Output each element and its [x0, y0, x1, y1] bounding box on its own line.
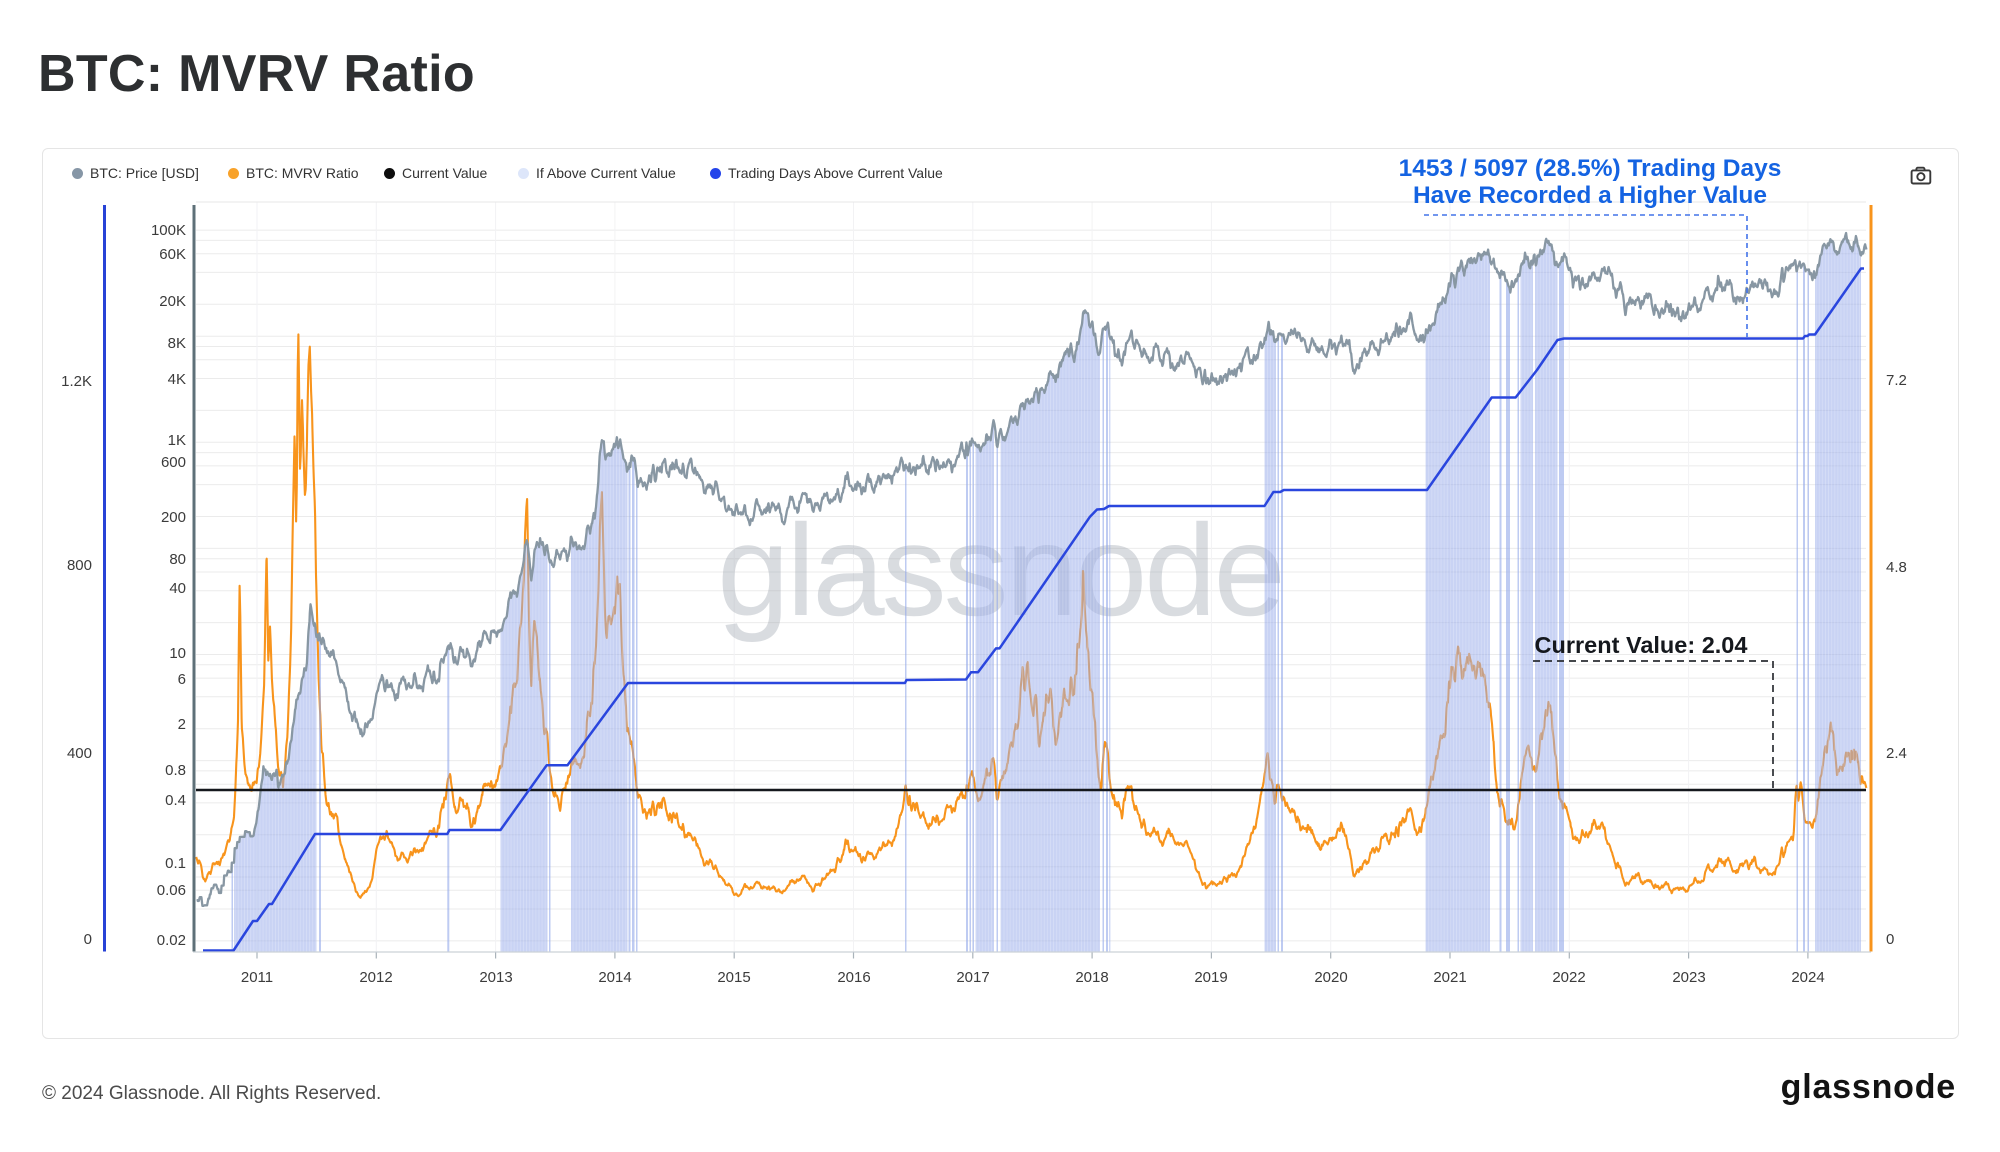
- svg-text:2022: 2022: [1552, 969, 1585, 986]
- svg-text:800: 800: [67, 557, 92, 574]
- svg-text:7.2: 7.2: [1886, 372, 1907, 389]
- svg-text:2011: 2011: [241, 969, 273, 986]
- svg-text:0.8: 0.8: [165, 762, 186, 779]
- svg-text:10: 10: [169, 645, 186, 662]
- svg-text:2016: 2016: [837, 969, 870, 986]
- svg-text:20K: 20K: [159, 293, 186, 310]
- svg-text:2019: 2019: [1194, 969, 1227, 986]
- svg-text:200: 200: [161, 509, 186, 526]
- svg-text:2021: 2021: [1433, 969, 1466, 986]
- svg-text:2: 2: [178, 716, 186, 733]
- svg-text:0.02: 0.02: [157, 932, 186, 949]
- svg-text:100K: 100K: [151, 222, 186, 239]
- svg-text:0.4: 0.4: [165, 792, 186, 809]
- svg-text:1.2K: 1.2K: [61, 373, 92, 390]
- svg-text:2.4: 2.4: [1886, 745, 1907, 762]
- svg-text:2018: 2018: [1075, 969, 1108, 986]
- svg-text:4.8: 4.8: [1886, 559, 1907, 576]
- svg-text:Current Value: 2.04: Current Value: 2.04: [1535, 632, 1748, 658]
- svg-text:8K: 8K: [168, 335, 186, 352]
- svg-text:2013: 2013: [479, 969, 512, 986]
- svg-text:40: 40: [169, 580, 186, 597]
- svg-text:80: 80: [169, 551, 186, 568]
- svg-text:2014: 2014: [598, 969, 631, 986]
- svg-text:0: 0: [1886, 931, 1894, 948]
- svg-text:2015: 2015: [717, 969, 750, 986]
- svg-text:600: 600: [161, 454, 186, 471]
- svg-text:2024: 2024: [1791, 969, 1824, 986]
- svg-text:2017: 2017: [956, 969, 989, 986]
- svg-text:1453 / 5097 (28.5%) Trading Da: 1453 / 5097 (28.5%) Trading Days: [1399, 155, 1782, 182]
- svg-text:4K: 4K: [168, 371, 186, 388]
- svg-text:0.1: 0.1: [165, 855, 186, 872]
- svg-text:glassnode: glassnode: [717, 497, 1283, 643]
- svg-text:Have Recorded a Higher Value: Have Recorded a Higher Value: [1413, 182, 1767, 209]
- svg-text:2023: 2023: [1672, 969, 1705, 986]
- svg-text:2020: 2020: [1314, 969, 1347, 986]
- svg-text:60K: 60K: [159, 246, 186, 263]
- svg-text:0.06: 0.06: [157, 882, 186, 899]
- svg-text:2012: 2012: [359, 969, 392, 986]
- svg-text:400: 400: [67, 745, 92, 762]
- svg-text:1K: 1K: [168, 432, 186, 449]
- svg-text:0: 0: [84, 931, 92, 948]
- svg-text:6: 6: [178, 671, 186, 688]
